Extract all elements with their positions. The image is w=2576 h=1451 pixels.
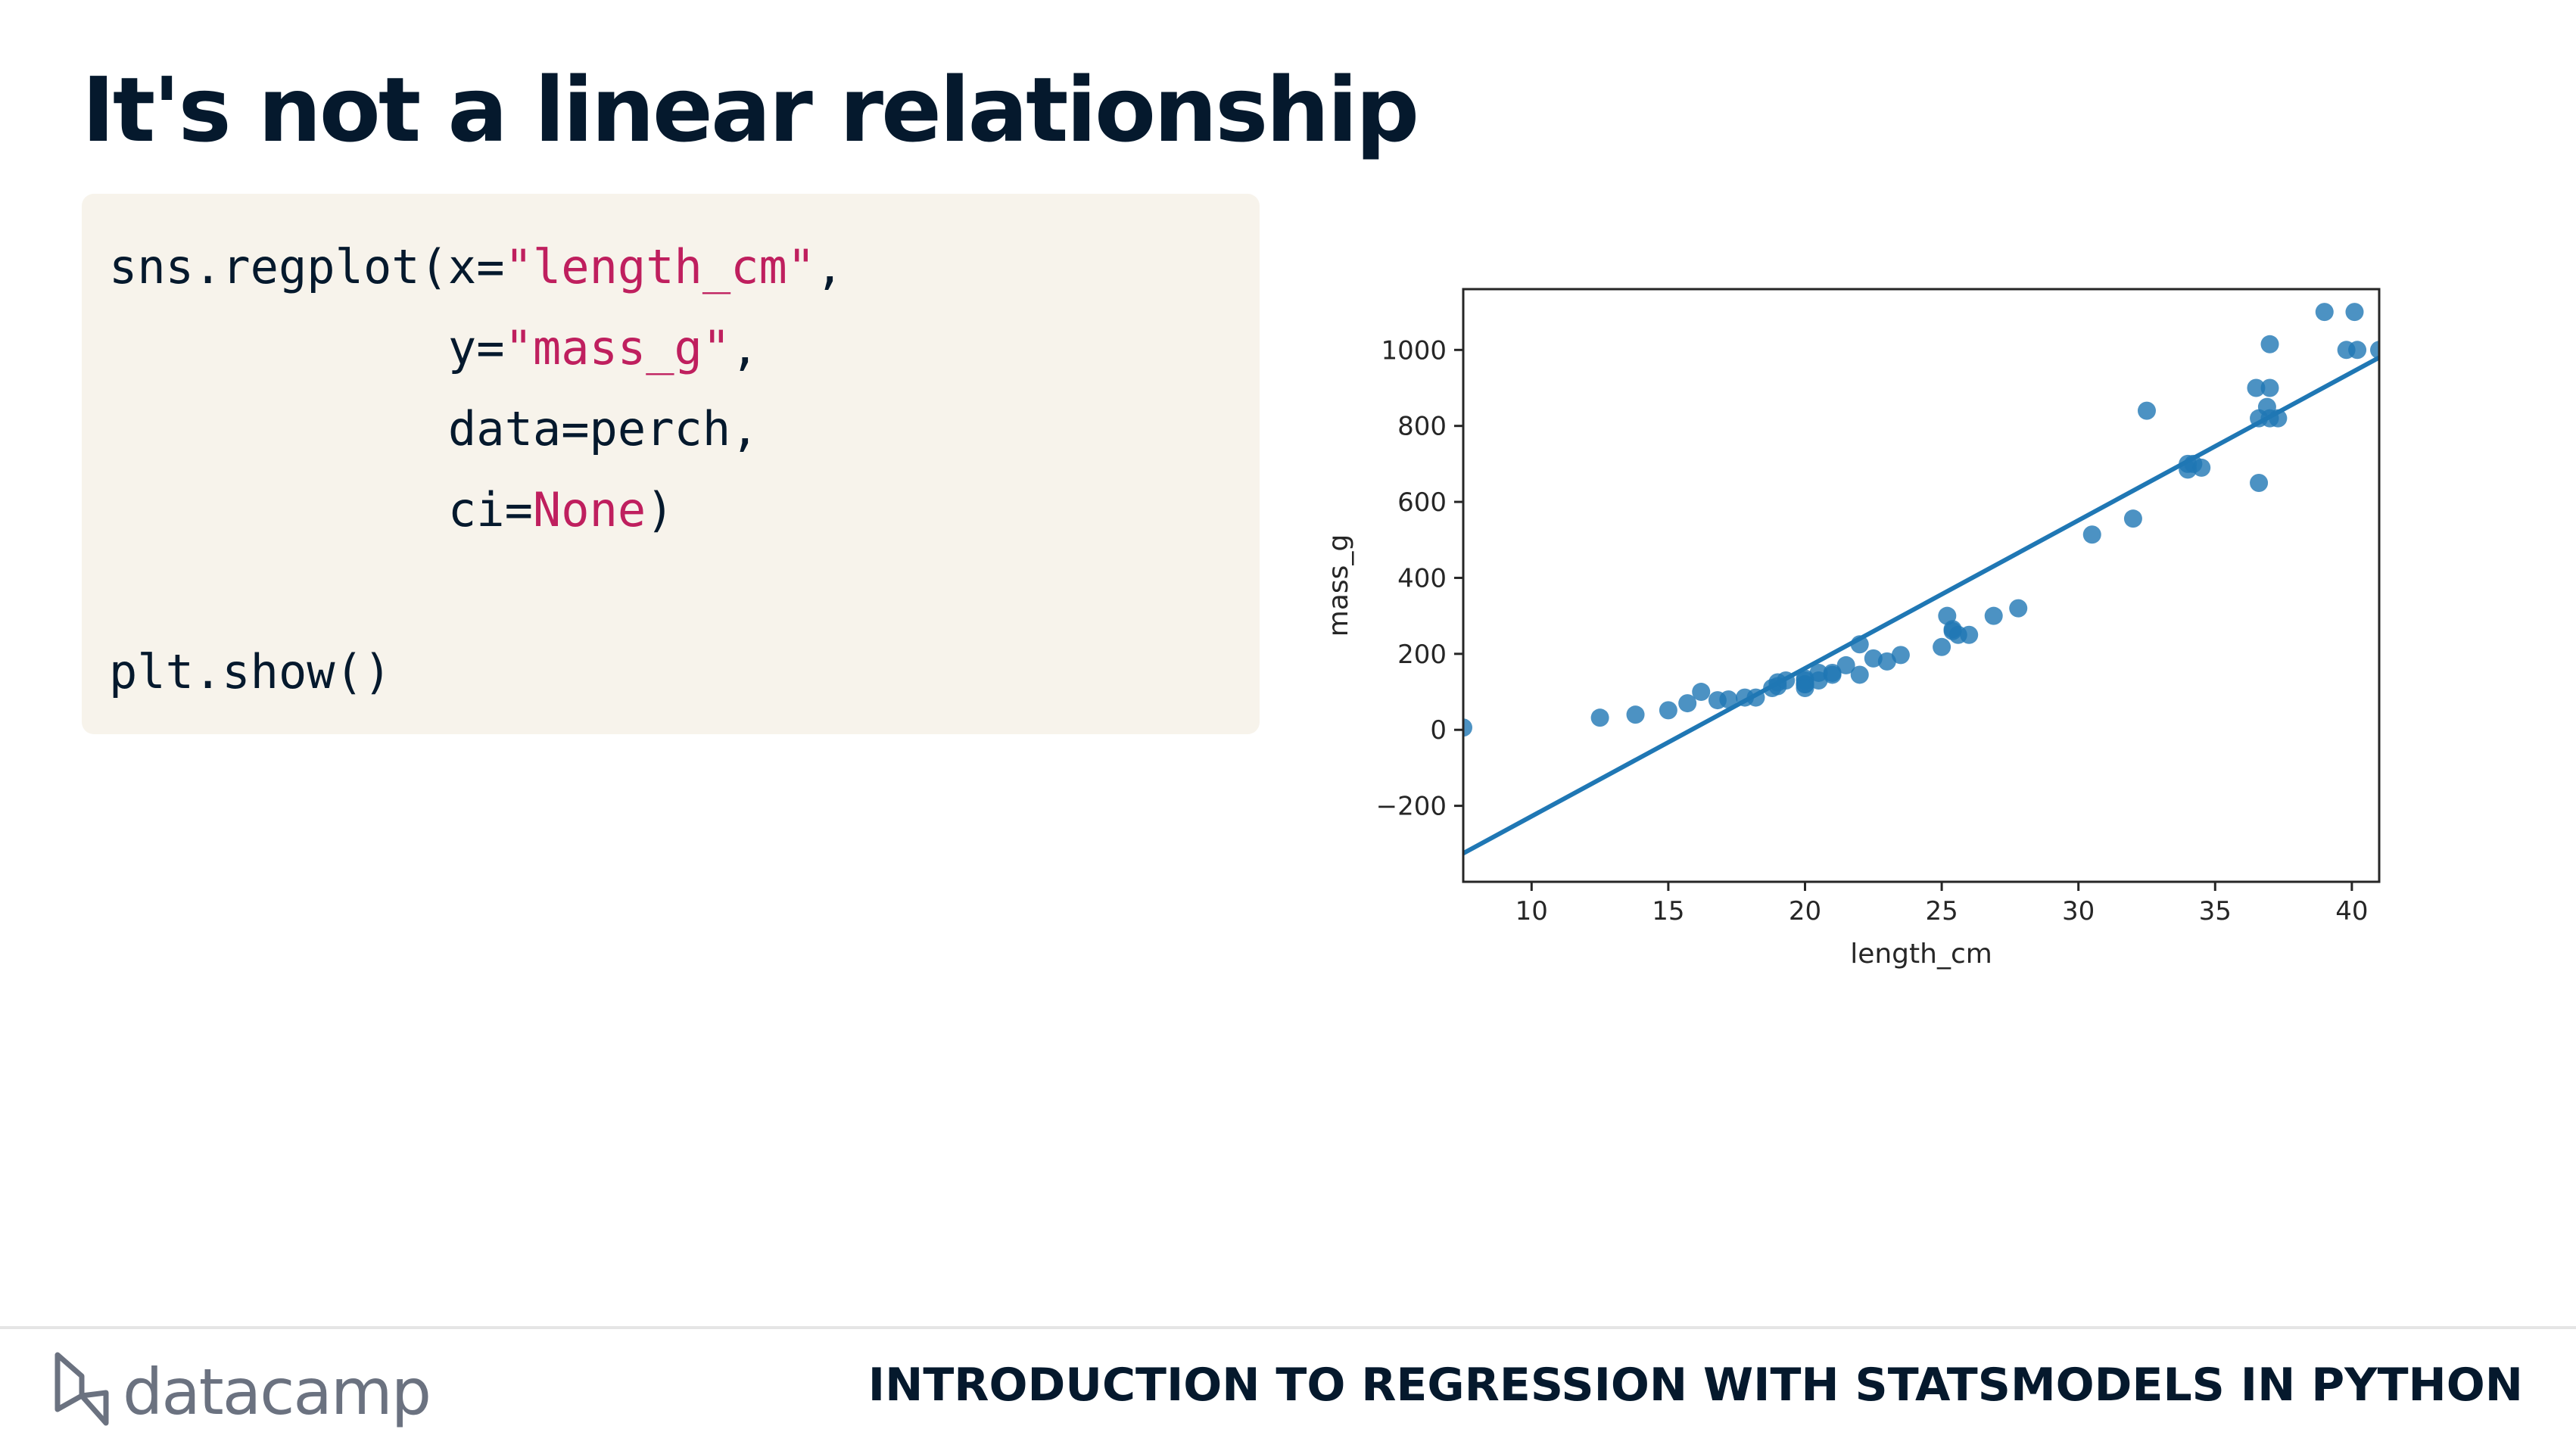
code-token: data=perch, bbox=[109, 401, 759, 456]
code-string-token: "length_cm" bbox=[504, 239, 816, 294]
data-point bbox=[2315, 303, 2334, 322]
scatter-chart: 10 15 20 25 30 35 40 −200 0 200 400 600 800 1000 lengt… bbox=[1323, 288, 2381, 970]
x-tick-label: 25 bbox=[1925, 896, 1958, 926]
data-point bbox=[2260, 378, 2279, 397]
code-token: plt.show() bbox=[109, 644, 392, 699]
data-point bbox=[1692, 683, 1711, 702]
x-tick-label: 35 bbox=[2199, 896, 2232, 926]
data-point bbox=[2260, 335, 2279, 353]
x-tick-label: 30 bbox=[2062, 896, 2095, 926]
code-block: sns.regplot(x="length_cm", y="mass_g", d… bbox=[82, 194, 1260, 734]
x-axis-label: length_cm bbox=[1850, 939, 1992, 970]
code-token: y= bbox=[109, 320, 505, 375]
code-string-token: "mass_g" bbox=[504, 320, 731, 375]
x-tick-label: 10 bbox=[1515, 896, 1548, 926]
slide-title: It's not a linear relationship bbox=[82, 58, 1419, 162]
data-point bbox=[1850, 665, 1869, 684]
x-tick-label: 20 bbox=[1789, 896, 1821, 926]
datacamp-logo-mark-icon bbox=[55, 1352, 109, 1426]
y-tick-label: 800 bbox=[1397, 412, 1447, 442]
course-title: INTRODUCTION TO REGRESSION WITH STATSMOD… bbox=[867, 1359, 2523, 1412]
code-line: data=perch, bbox=[109, 388, 1260, 469]
code-token: ci= bbox=[109, 482, 533, 537]
y-tick-label: 0 bbox=[1430, 715, 1447, 746]
data-point bbox=[2123, 509, 2142, 528]
data-point bbox=[1777, 671, 1796, 690]
data-point bbox=[2192, 458, 2211, 477]
data-point bbox=[1719, 690, 1738, 709]
y-tick-label: 400 bbox=[1397, 563, 1447, 593]
plot-frame bbox=[1462, 288, 2381, 883]
x-tick-label: 40 bbox=[2335, 896, 2368, 926]
data-point bbox=[1984, 606, 2003, 625]
data-point bbox=[1836, 655, 1855, 674]
data-point bbox=[1960, 625, 1979, 644]
y-tick-label: 1000 bbox=[1381, 335, 1447, 366]
data-point bbox=[1891, 646, 1910, 665]
data-point bbox=[1590, 708, 1609, 727]
data-point bbox=[1659, 701, 1677, 720]
data-point bbox=[1746, 688, 1765, 707]
code-token: sns.regplot(x= bbox=[109, 239, 505, 294]
data-point bbox=[2370, 341, 2379, 360]
data-point bbox=[2250, 473, 2269, 492]
datacamp-logo: datacamp bbox=[55, 1352, 431, 1429]
code-line: plt.show() bbox=[109, 631, 1260, 712]
code-line bbox=[109, 550, 1260, 631]
plot-area bbox=[1463, 303, 2379, 855]
data-point bbox=[1678, 694, 1697, 713]
code-line: sns.regplot(x="length_cm", bbox=[109, 226, 1260, 307]
data-point bbox=[2348, 341, 2367, 360]
y-axis-label: mass_g bbox=[1323, 534, 1354, 637]
data-point bbox=[2269, 409, 2288, 428]
data-point bbox=[1864, 649, 1883, 668]
data-point bbox=[1463, 718, 1472, 737]
y-tick-label: 600 bbox=[1397, 487, 1447, 518]
data-point bbox=[1626, 705, 1645, 724]
regression-line bbox=[1463, 355, 2379, 855]
data-point bbox=[1877, 652, 1896, 671]
data-point bbox=[1809, 663, 1828, 682]
data-point bbox=[1850, 635, 1869, 654]
code-line: y="mass_g", bbox=[109, 307, 1260, 388]
data-point bbox=[1823, 663, 1842, 682]
data-point bbox=[2247, 378, 2266, 397]
footer-divider bbox=[0, 1326, 2576, 1329]
code-token: , bbox=[730, 320, 759, 375]
datacamp-wordmark: datacamp bbox=[123, 1355, 430, 1429]
data-point bbox=[1796, 679, 1814, 698]
plot-background bbox=[1463, 289, 2379, 882]
code-token: ) bbox=[646, 482, 674, 537]
code-string-token: None bbox=[532, 482, 646, 537]
y-tick-label: 200 bbox=[1397, 640, 1447, 670]
y-tick-label: −200 bbox=[1376, 792, 1447, 822]
data-point bbox=[2345, 303, 2364, 322]
x-tick-label: 15 bbox=[1652, 896, 1684, 926]
data-point bbox=[2009, 599, 2028, 618]
code-line: ci=None) bbox=[109, 469, 1260, 550]
code-token: , bbox=[815, 239, 844, 294]
data-point bbox=[2082, 525, 2101, 544]
data-point bbox=[1933, 637, 1951, 656]
data-point bbox=[2137, 401, 2156, 420]
